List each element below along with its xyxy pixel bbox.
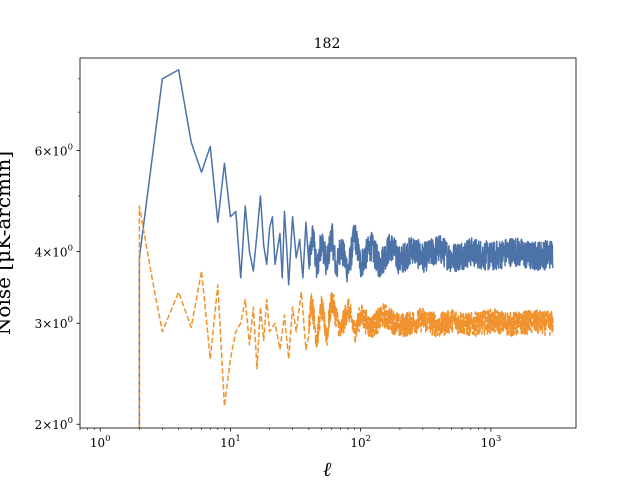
y-tick-label: 4×100 (35, 244, 73, 260)
x-axis-label: ℓ (323, 457, 332, 480)
y-tick-label: 2×100 (35, 416, 73, 432)
x-tick-label: 101 (220, 434, 241, 450)
chart-title: 182 (314, 36, 341, 52)
y-tick-label: 3×100 (35, 315, 73, 331)
series-line-1 (138, 68, 554, 428)
plot-frame (79, 57, 577, 429)
axes: 100 101 102 103 2×100 3×100 4×100 6×100 (35, 57, 577, 450)
x-tick-label: 102 (350, 434, 371, 450)
series-line-2 (138, 205, 554, 428)
x-tick-label: 100 (90, 434, 111, 450)
plot-area (138, 68, 554, 428)
x-tick-label: 103 (481, 434, 502, 450)
series-layer (138, 68, 554, 428)
y-tick-label: 6×100 (35, 143, 73, 159)
y-axis-label: Noise [μK-arcmin] (0, 151, 15, 335)
